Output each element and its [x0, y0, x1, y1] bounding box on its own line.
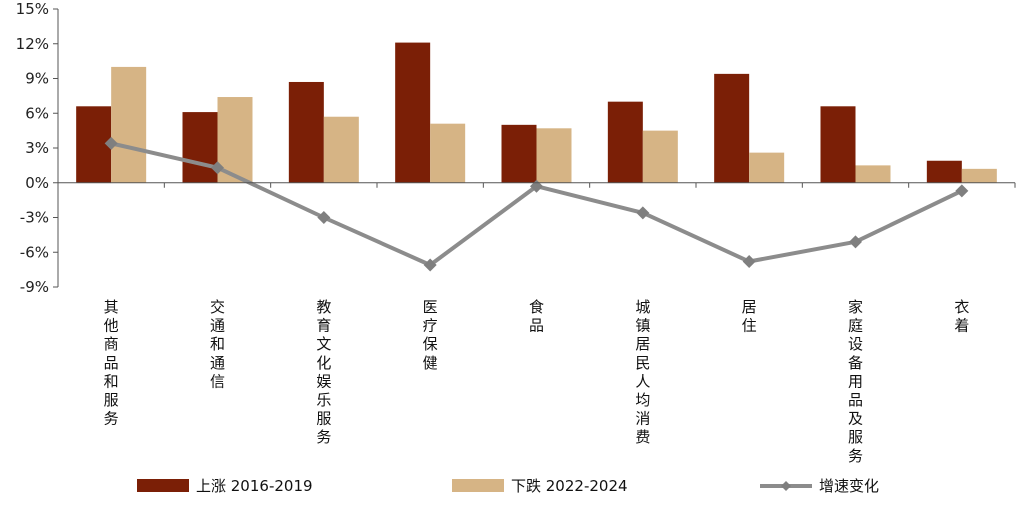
- bars: [76, 42, 997, 183]
- y-tick-label: 6%: [25, 104, 49, 122]
- bar-fall-2022-2024: [536, 128, 572, 183]
- bar-rise-2016-2019: [182, 112, 218, 183]
- category-label: 家庭设备用品及服务: [848, 298, 863, 465]
- bar-rise-2016-2019: [820, 106, 856, 183]
- legend-swatch: [452, 479, 504, 492]
- y-tick-label: 15%: [16, 0, 49, 18]
- legend-swatch: [137, 479, 189, 492]
- y-tick-label: 9%: [25, 70, 49, 88]
- legend: 上涨 2016-2019 下跌 2022-2024 增速变化: [137, 477, 879, 495]
- growth-point: [317, 211, 331, 224]
- legend-label: 下跌 2022-2024: [511, 477, 628, 495]
- bar-fall-2022-2024: [749, 152, 785, 183]
- category-label: 居住: [742, 298, 757, 335]
- bar-rise-2016-2019: [501, 124, 537, 183]
- y-axis: 15% 12% 9% 6% 3% 0% -3% -6% -9%: [16, 0, 59, 296]
- bar-rise-2016-2019: [714, 73, 750, 183]
- growth-point: [636, 206, 650, 220]
- y-tick-label: 3%: [25, 139, 49, 157]
- bar-fall-2022-2024: [855, 165, 891, 183]
- category-label: 城镇居民人均消费: [635, 298, 650, 446]
- y-tick-label: 0%: [25, 174, 49, 192]
- growth-point: [423, 258, 437, 272]
- category-label: 其他商品和服务: [104, 298, 119, 428]
- bar-fall-2022-2024: [430, 123, 466, 183]
- growth-point: [211, 161, 224, 175]
- legend-label: 增速变化: [819, 477, 879, 495]
- bar-fall-2022-2024: [111, 66, 147, 183]
- bar-fall-2022-2024: [642, 130, 678, 183]
- bar-rise-2016-2019: [288, 81, 324, 183]
- x-axis: 其他商品和服务 交通和通信 教育文化娱乐服务 医疗保健 食品 城镇居民人均消费 居住 家庭设备…: [57, 182, 1016, 465]
- category-label: 交通和通信: [210, 298, 225, 390]
- growth-point: [742, 255, 756, 269]
- legend-label: 上涨 2016-2019: [196, 477, 313, 495]
- bar-fall-2022-2024: [961, 168, 997, 183]
- growth-point: [955, 184, 969, 198]
- y-tick-label: 12%: [16, 35, 49, 53]
- bar-fall-2022-2024: [323, 116, 359, 183]
- bar-rise-2016-2019: [926, 160, 962, 183]
- bar-rise-2016-2019: [395, 42, 431, 183]
- y-tick-label: -6%: [20, 243, 49, 261]
- growth-point: [104, 136, 118, 150]
- category-label: 食品: [529, 298, 544, 335]
- y-tick-label: -9%: [20, 278, 49, 296]
- bar-rise-2016-2019: [76, 106, 112, 183]
- category-label: 衣着: [954, 298, 969, 335]
- bar-rise-2016-2019: [607, 101, 643, 183]
- category-label: 教育文化娱乐服务: [316, 298, 331, 446]
- legend-marker: [781, 481, 791, 491]
- y-tick-label: -3%: [20, 209, 49, 227]
- category-label: 医疗保健: [423, 298, 438, 372]
- growth-point: [849, 235, 862, 249]
